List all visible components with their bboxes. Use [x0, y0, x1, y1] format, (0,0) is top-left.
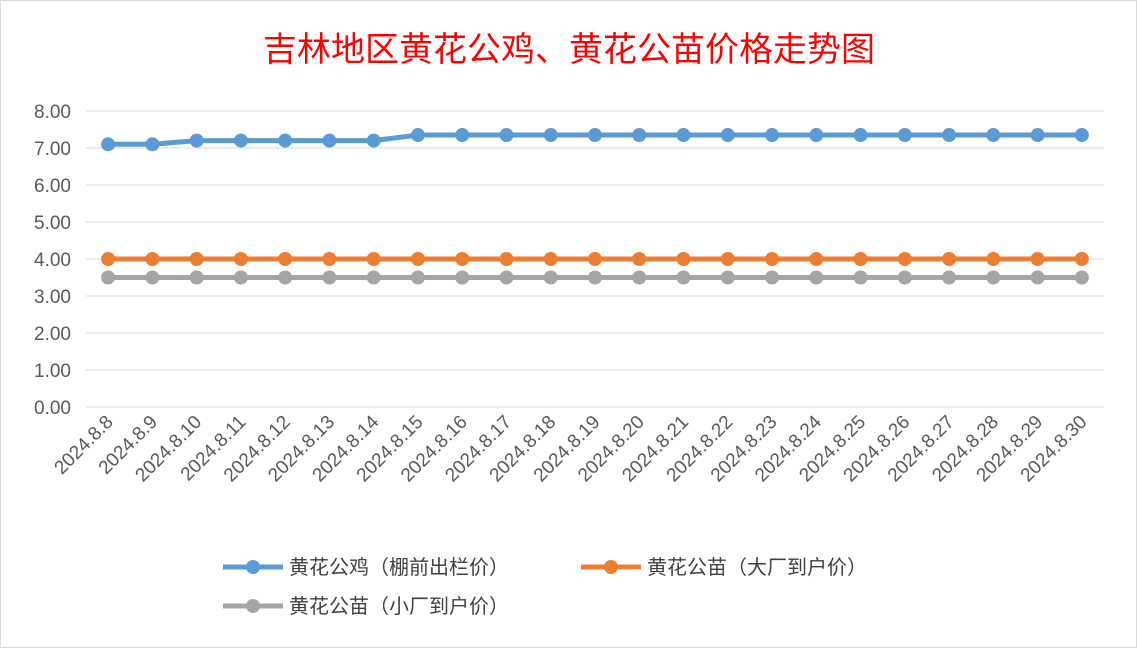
data-point [588, 128, 602, 143]
data-point [233, 252, 248, 266]
y-tick-label: 6.00 [34, 176, 71, 197]
y-tick-label: 0.00 [34, 398, 71, 419]
data-point [278, 252, 293, 266]
series-lines [101, 128, 1089, 285]
data-point [588, 270, 602, 285]
y-tick-label: 8.00 [34, 102, 71, 123]
data-point [366, 270, 381, 285]
data-point [278, 270, 293, 285]
series-1 [101, 128, 1089, 152]
data-point [499, 270, 514, 285]
data-point [676, 128, 691, 143]
series-3 [101, 270, 1089, 285]
data-point [853, 270, 868, 285]
data-point [720, 270, 735, 285]
data-point [145, 270, 160, 285]
data-point [765, 252, 780, 266]
data-point [765, 270, 780, 285]
data-point [676, 252, 691, 266]
data-point [543, 252, 558, 266]
data-point [853, 252, 868, 266]
data-point [1074, 252, 1089, 266]
data-point [543, 128, 558, 143]
data-point [366, 252, 381, 266]
data-point [632, 270, 647, 285]
legend-swatch-marker [246, 599, 260, 613]
y-tick-label: 1.00 [34, 361, 71, 382]
y-axis-ticks: 0.00 1.00 2.00 3.00 4.00 5.00 6.00 7.00 8.00 [34, 102, 71, 419]
data-point [233, 133, 248, 148]
data-point [1074, 128, 1089, 143]
data-point [809, 252, 824, 266]
data-point [588, 252, 602, 266]
y-tick-label: 2.00 [34, 324, 71, 345]
data-point [1030, 270, 1045, 285]
data-point [322, 252, 337, 266]
data-point [366, 133, 381, 148]
data-point [233, 270, 248, 285]
data-point [101, 252, 116, 266]
chart-title: 吉林地区黄花公鸡、黄花公苗价格走势图 [263, 30, 875, 70]
data-point [632, 252, 647, 266]
data-point [189, 133, 204, 148]
legend-item: 黄花公苗（小厂到户价） [223, 594, 509, 618]
data-point [189, 270, 204, 285]
data-point [189, 252, 204, 266]
y-tick-label: 3.00 [34, 287, 71, 308]
data-point [986, 128, 1001, 143]
data-point [897, 252, 912, 266]
data-point [1030, 252, 1045, 266]
data-point [853, 128, 868, 143]
y-tick-label: 5.00 [34, 213, 71, 234]
data-point [499, 128, 514, 143]
legend-swatch-marker [246, 560, 260, 574]
legend: 黄花公鸡（棚前出栏价） 黄花公苗（大厂到户价） 黄花公苗（小厂到户价） [223, 555, 867, 618]
series-2 [101, 252, 1089, 266]
data-point [809, 128, 824, 143]
data-point [632, 128, 647, 143]
legend-swatch-marker [604, 560, 618, 574]
legend-item: 黄花公鸡（棚前出栏价） [223, 555, 509, 579]
data-point [145, 252, 160, 266]
data-point [410, 270, 425, 285]
data-point [1030, 128, 1045, 143]
data-point [499, 252, 514, 266]
data-point [720, 252, 735, 266]
data-point [986, 270, 1001, 285]
data-point [543, 270, 558, 285]
y-tick-label: 7.00 [34, 139, 71, 160]
data-point [278, 133, 293, 148]
data-point [455, 252, 470, 266]
data-point [101, 270, 116, 285]
data-point [1074, 270, 1089, 285]
data-point [322, 270, 337, 285]
legend-label: 黄花公苗（大厂到户价） [647, 555, 867, 579]
data-point [410, 252, 425, 266]
data-point [809, 270, 824, 285]
data-point [986, 252, 1001, 266]
data-point [942, 270, 957, 285]
data-point [322, 133, 337, 148]
data-point [410, 128, 425, 143]
legend-item: 黄花公苗（大厂到户价） [581, 555, 867, 579]
legend-label: 黄花公苗（小厂到户价） [289, 594, 509, 618]
legend-label: 黄花公鸡（棚前出栏价） [289, 555, 509, 579]
data-point [765, 128, 780, 143]
data-point [145, 137, 160, 152]
x-axis-ticks: 2024.8.82024.8.92024.8.102024.8.112024.8… [51, 411, 1092, 486]
data-point [676, 270, 691, 285]
data-point [942, 128, 957, 143]
data-point [720, 128, 735, 143]
data-point [942, 252, 957, 266]
data-point [455, 270, 470, 285]
data-point [101, 137, 116, 152]
data-point [897, 270, 912, 285]
data-point [455, 128, 470, 143]
y-tick-label: 4.00 [34, 250, 71, 271]
data-point [897, 128, 912, 143]
